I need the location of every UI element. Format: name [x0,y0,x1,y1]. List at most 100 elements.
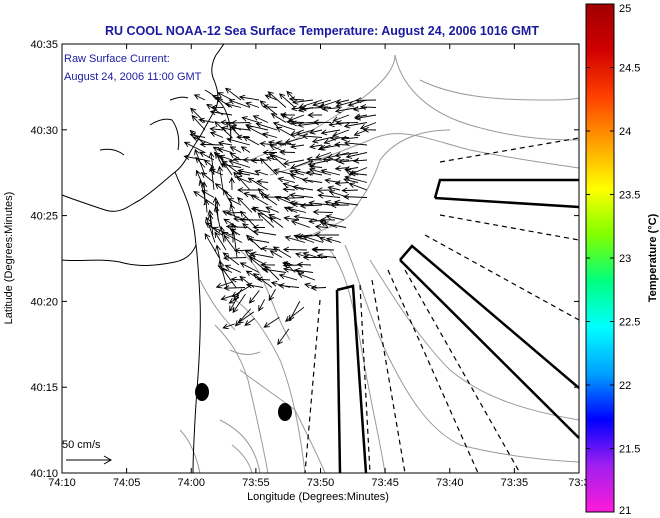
current-vector [327,185,341,192]
y-tick-label: 40:30 [30,125,58,137]
y-tick-label: 40:10 [30,468,58,480]
current-vector [252,273,273,288]
current-vector [249,256,269,273]
colorbar-tick-label: 24 [619,126,631,138]
current-vector [214,120,233,138]
current-vector [211,104,224,111]
current-vector [223,218,239,228]
current-vector [229,203,237,221]
current-vector [217,140,233,147]
y-tick-label: 40:15 [30,382,58,394]
current-note-line2: August 24, 2006 11:00 GMT [64,71,202,83]
current-vector [299,202,323,209]
current-vector [247,177,269,191]
current-vector [332,114,350,122]
current-vector [217,154,233,176]
current-vector [289,301,301,322]
current-vector [238,94,260,101]
current-vector [269,250,283,258]
current-vector [242,136,260,146]
current-vector [229,146,242,153]
current-vector [244,249,256,258]
current-vector [278,273,298,281]
current-vector [302,251,319,258]
current-vector [310,285,327,291]
current-vector [260,193,278,206]
current-vector [256,178,269,185]
current-vector [239,217,264,223]
colorbar-tick-label: 24.5 [619,63,640,75]
current-vector [362,126,377,133]
current-vector [231,285,251,298]
current-vector [295,129,314,137]
current-vector [250,251,274,258]
current-vector [342,193,368,200]
current-vector [289,159,314,170]
current-vector [254,169,269,176]
current-vector [308,167,332,176]
current-vector [260,245,281,252]
current-vector [223,188,233,206]
current-vector [209,126,224,133]
current-vector [344,175,368,183]
current-vector [341,187,359,194]
current-vector [256,276,271,283]
map-title: RU COOL NOAA-12 Sea Surface Temperature:… [105,24,539,38]
current-vector [335,120,359,126]
current-vector [260,261,276,268]
current-vector [228,99,251,108]
current-vector [282,159,305,166]
current-vector [297,122,323,128]
current-vector [223,285,246,291]
current-vector [309,143,323,150]
current-vector [233,288,243,302]
current-vector [267,140,287,146]
current-vector [198,117,215,124]
current-vector [229,152,242,161]
current-vector [329,134,350,141]
colorbar-tick-label: 22 [619,380,631,392]
current-vector [330,202,350,209]
current-vector [209,131,224,138]
current-vector [236,134,251,141]
x-tick-label: 73:45 [371,477,399,489]
current-vector [333,141,350,148]
current-vector [289,169,305,176]
bathymetry-contours [179,54,580,474]
current-vector [286,90,296,101]
surface-current-vectors [183,87,377,346]
current-vector [315,152,332,159]
current-vector [252,229,277,236]
coastline [61,43,232,474]
x-tick-label: 74:00 [177,477,205,489]
current-vector [226,137,251,146]
y-tick-label: 40:20 [30,296,58,308]
current-vector [304,282,318,289]
current-vector [183,154,206,161]
current-vector [312,119,332,126]
current-vector [321,105,341,112]
current-vector [292,184,314,191]
current-vector [225,121,242,138]
current-vector [222,323,235,330]
current-vector [230,119,251,126]
x-axis-ticks: 74:10 74:05 74:00 73:55 73:50 73:45 73:40 73:35… [48,44,590,489]
current-vector [204,232,220,258]
current-vector [289,192,314,199]
y-tick-label: 40:35 [30,39,58,51]
current-vector [272,246,292,258]
current-vector [217,165,224,191]
current-vector [290,143,305,150]
current-vector [355,97,377,104]
x-tick-label: 73:50 [307,477,335,489]
current-vector [221,267,237,288]
current-vector [233,171,251,191]
current-vector [249,194,269,206]
current-vector [333,199,359,206]
colorbar-tick-label: 23.5 [619,190,640,202]
current-vector [343,140,368,147]
current-vector [259,100,278,116]
current-note-line1: Raw Surface Current: [64,53,170,65]
colorbar: 25 24.5 24 23.5 23 22.5 22 21.5 21 Temperature (… [585,3,659,517]
x-tick-label: 73:35 [501,477,529,489]
